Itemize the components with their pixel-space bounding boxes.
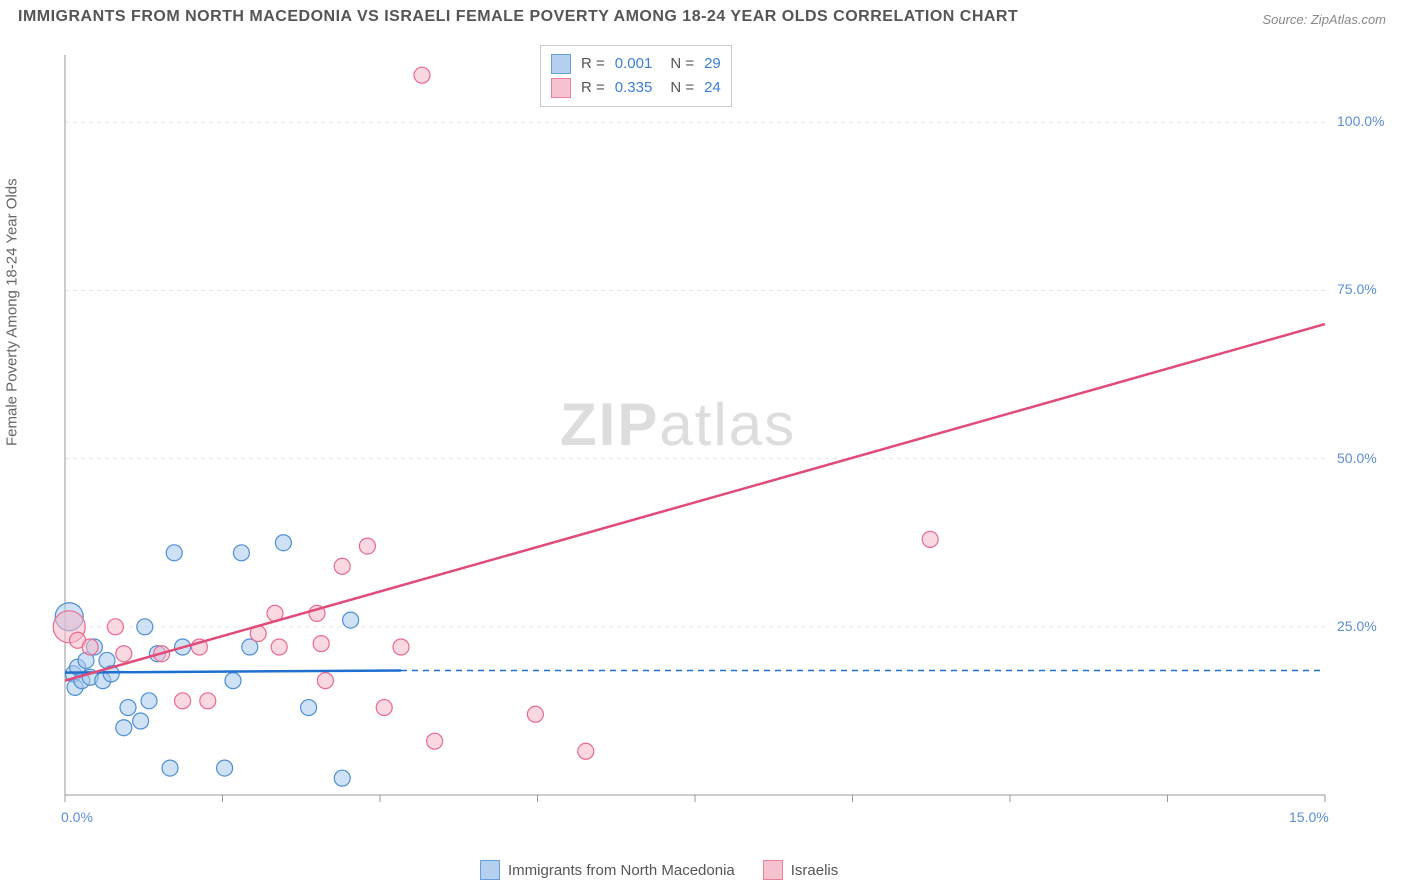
scatter-plot-svg <box>55 45 1385 835</box>
legend-series-label: Israelis <box>791 862 839 879</box>
legend-row: R = 0.335 N = 24 <box>551 76 721 100</box>
legend-series-item: Israelis <box>763 860 839 880</box>
legend-series: Immigrants from North Macedonia Israelis <box>480 860 838 880</box>
legend-swatch-icon <box>551 54 571 74</box>
chart-container: IMMIGRANTS FROM NORTH MACEDONIA VS ISRAE… <box>0 0 1406 892</box>
y-tick-label: 50.0% <box>1337 450 1377 466</box>
source-label: Source: ZipAtlas.com <box>1262 12 1386 27</box>
r-label: R = <box>581 76 605 100</box>
legend-series-label: Immigrants from North Macedonia <box>508 862 735 879</box>
r-value: 0.335 <box>615 76 653 100</box>
n-value: 24 <box>704 76 721 100</box>
y-tick-label: 100.0% <box>1337 113 1384 129</box>
legend-row: R = 0.001 N = 29 <box>551 52 721 76</box>
n-value: 29 <box>704 52 721 76</box>
y-tick-label: 75.0% <box>1337 281 1377 297</box>
legend-swatch-icon <box>551 78 571 98</box>
plot-area <box>55 45 1385 835</box>
x-tick-label: 15.0% <box>1289 809 1329 825</box>
legend-swatch-icon <box>763 860 783 880</box>
chart-title: IMMIGRANTS FROM NORTH MACEDONIA VS ISRAE… <box>18 8 1018 26</box>
legend-correlation: R = 0.001 N = 29 R = 0.335 N = 24 <box>540 45 732 107</box>
legend-swatch-icon <box>480 860 500 880</box>
x-tick-label: 0.0% <box>61 809 93 825</box>
y-tick-label: 25.0% <box>1337 618 1377 634</box>
legend-series-item: Immigrants from North Macedonia <box>480 860 735 880</box>
n-label: N = <box>670 52 694 76</box>
n-label: N = <box>670 76 694 100</box>
r-label: R = <box>581 52 605 76</box>
y-axis-label: Female Poverty Among 18-24 Year Olds <box>4 178 21 446</box>
r-value: 0.001 <box>615 52 653 76</box>
